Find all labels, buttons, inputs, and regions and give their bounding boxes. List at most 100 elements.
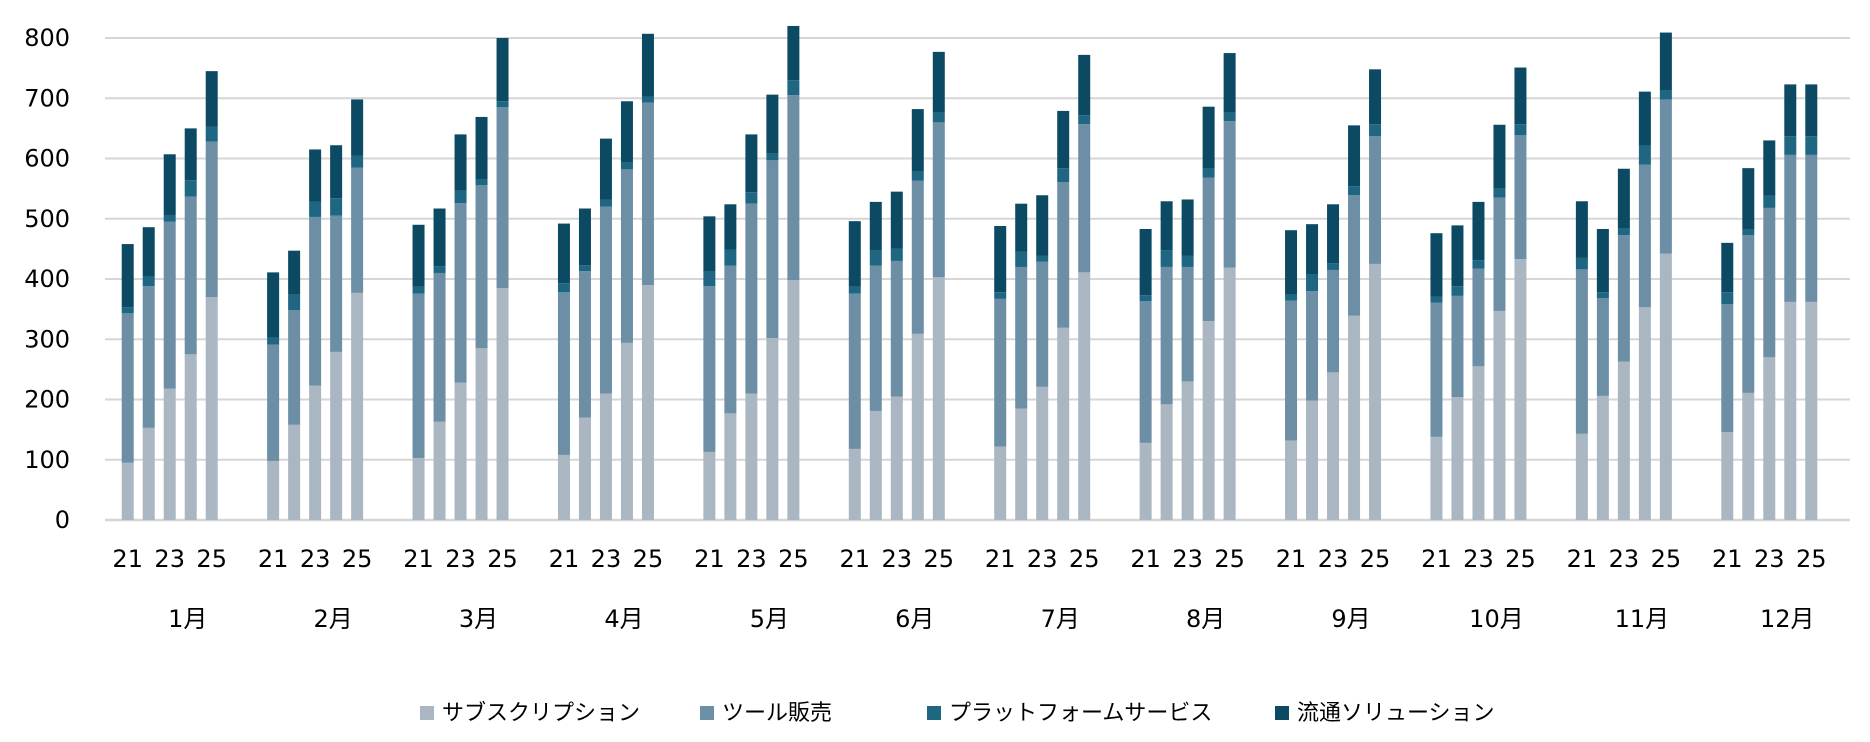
bar-m10-y23-s0 — [1472, 366, 1485, 520]
bar-m2-y23-s1 — [309, 216, 322, 386]
bar-m4-y23-s2 — [599, 199, 612, 207]
bars — [121, 25, 1818, 520]
bar-m3-y23-s1 — [454, 203, 467, 383]
bar-m6-y22-s3 — [869, 201, 882, 251]
x-year-label: 23 — [736, 545, 767, 573]
x-month-label: 10月 — [1469, 605, 1524, 633]
legend-swatch-3 — [1275, 706, 1289, 720]
bar-m2-y24-s2 — [330, 198, 343, 216]
x-year-label: 21 — [985, 545, 1016, 573]
x-year-label: 25 — [633, 545, 664, 573]
bar-m2-y25-s1 — [351, 167, 364, 293]
y-tick-label-700: 700 — [24, 84, 70, 112]
bar-m3-y24-s3 — [475, 116, 488, 179]
bar-m10-y21-s0 — [1430, 436, 1443, 520]
bar-m2-y23-s0 — [309, 385, 322, 520]
bar-m9-y25-s2 — [1369, 124, 1382, 137]
bar-m9-y21-s3 — [1285, 230, 1298, 295]
bar-m2-y24-s0 — [330, 351, 343, 520]
bar-m7-y25-s3 — [1078, 54, 1091, 116]
bar-m5-y22-s3 — [724, 204, 737, 250]
bar-m7-y25-s2 — [1078, 115, 1091, 125]
bar-m4-y25-s3 — [641, 33, 654, 97]
bar-m4-y25-s1 — [641, 102, 654, 286]
bar-m4-y22-s1 — [578, 271, 591, 418]
bar-m7-y25-s1 — [1078, 124, 1091, 273]
bar-m9-y25-s0 — [1369, 263, 1382, 520]
x-year-label: 25 — [1214, 545, 1245, 573]
x-month-label: 8月 — [1186, 605, 1225, 633]
bar-m3-y25-s3 — [496, 38, 509, 102]
x-year-label: 21 — [1567, 545, 1598, 573]
bar-m7-y23-s2 — [1036, 255, 1049, 262]
y-tick-label-600: 600 — [24, 145, 70, 173]
bar-m1-y25-s2 — [205, 126, 218, 142]
bar-m5-y23-s2 — [745, 192, 758, 204]
x-year-label: 23 — [1754, 545, 1785, 573]
x-month-label: 11月 — [1615, 605, 1670, 633]
bar-m12-y24-s3 — [1784, 84, 1797, 137]
gridlines — [105, 37, 1850, 522]
bar-m1-y24-s1 — [184, 196, 197, 355]
bar-m6-y21-s3 — [848, 221, 861, 287]
bar-m10-y21-s3 — [1430, 233, 1443, 297]
bar-m11-y21-s0 — [1575, 433, 1588, 520]
x-year-label: 23 — [1027, 545, 1058, 573]
bar-m7-y22-s1 — [1015, 266, 1028, 409]
bar-m11-y24-s1 — [1638, 164, 1651, 308]
bar-m12-y24-s0 — [1784, 301, 1797, 520]
bar-m9-y23-s1 — [1327, 269, 1340, 373]
bar-m12-y21-s2 — [1721, 292, 1734, 305]
bar-m9-y22-s1 — [1306, 291, 1319, 401]
bar-m6-y21-s2 — [848, 286, 861, 294]
bar-m7-y24-s1 — [1057, 181, 1070, 328]
bar-m6-y24-s1 — [911, 180, 924, 334]
legend-label-3: 流通ソリューション — [1297, 701, 1495, 726]
bar-m5-y24-s3 — [766, 94, 779, 154]
y-tick-label-400: 400 — [24, 265, 70, 293]
bar-m5-y21-s3 — [703, 216, 716, 272]
bar-m2-y25-s3 — [351, 99, 364, 156]
bar-m11-y21-s3 — [1575, 201, 1588, 258]
bar-m2-y25-s0 — [351, 292, 364, 520]
bar-m7-y21-s2 — [994, 292, 1007, 299]
x-year-label: 23 — [445, 545, 476, 573]
bar-m1-y22-s1 — [142, 286, 155, 428]
x-year-label: 23 — [591, 545, 622, 573]
bar-m1-y24-s0 — [184, 354, 197, 520]
bar-m10-y23-s2 — [1472, 260, 1485, 269]
bar-m4-y24-s0 — [620, 342, 633, 520]
bar-m2-y21-s3 — [267, 272, 280, 338]
bar-m6-y23-s2 — [890, 248, 903, 261]
bar-m6-y23-s0 — [890, 396, 903, 520]
x-year-label: 23 — [1172, 545, 1203, 573]
bar-m11-y25-s3 — [1659, 32, 1672, 91]
bar-m1-y23-s2 — [163, 215, 176, 222]
bar-m12-y24-s1 — [1784, 154, 1797, 302]
bar-m11-y22-s2 — [1596, 292, 1609, 299]
bar-m12-y21-s3 — [1721, 242, 1734, 293]
bar-m1-y21-s1 — [121, 313, 134, 463]
bar-m9-y21-s0 — [1285, 440, 1298, 520]
bar-m10-y25-s2 — [1514, 124, 1527, 136]
legend-label-0: サブスクリプション — [442, 701, 640, 726]
x-year-label: 25 — [196, 545, 227, 573]
bar-m10-y23-s1 — [1472, 268, 1485, 367]
bar-m7-y22-s2 — [1015, 251, 1028, 267]
bar-m6-y25-s0 — [932, 277, 945, 520]
bar-m8-y23-s3 — [1181, 199, 1194, 256]
bar-m1-y24-s3 — [184, 128, 197, 181]
bar-m10-y22-s2 — [1451, 286, 1464, 296]
bar-m6-y21-s1 — [848, 293, 861, 449]
legend-swatch-2 — [927, 706, 941, 720]
bar-m1-y21-s2 — [121, 307, 134, 314]
bar-m1-y24-s2 — [184, 180, 197, 197]
bar-m8-y24-s2 — [1202, 168, 1215, 178]
bar-m11-y21-s2 — [1575, 257, 1588, 270]
bar-m11-y21-s1 — [1575, 269, 1588, 434]
bar-m9-y21-s1 — [1285, 300, 1298, 441]
bar-m5-y22-s1 — [724, 265, 737, 414]
bar-m6-y25-s3 — [932, 51, 945, 113]
bar-m7-y21-s3 — [994, 225, 1007, 293]
bar-m10-y25-s1 — [1514, 135, 1527, 260]
